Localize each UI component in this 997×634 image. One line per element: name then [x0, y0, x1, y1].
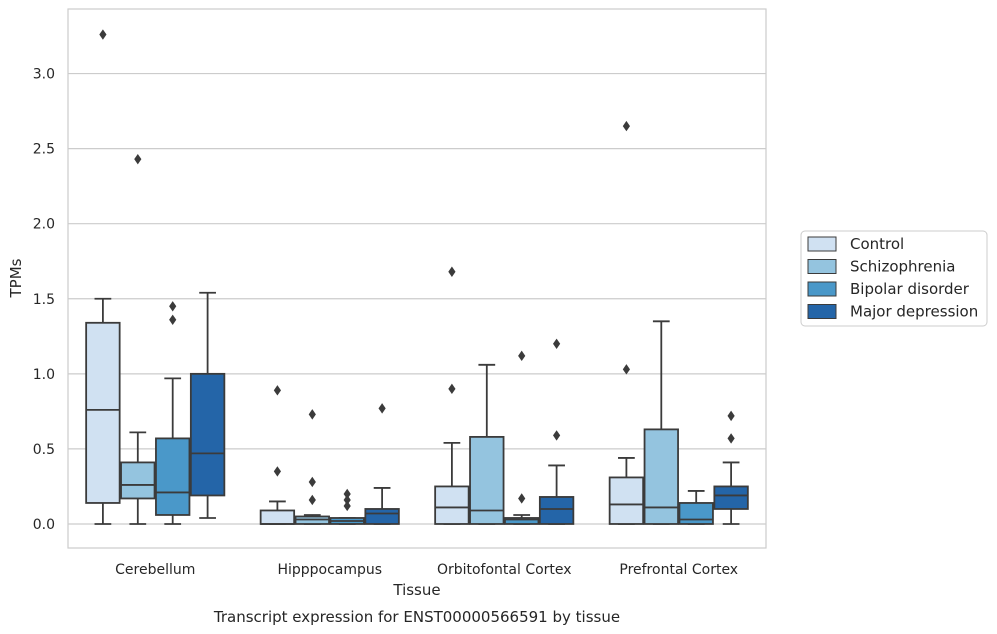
outlier-point: [727, 410, 735, 422]
outlier-point: [343, 500, 351, 512]
legend-swatch: [807, 259, 837, 274]
outlier-point: [518, 350, 526, 362]
box-group: [85, 29, 121, 525]
outlier-point: [134, 153, 142, 165]
legend-frame: [800, 230, 988, 327]
outlier-point: [99, 29, 107, 40]
box: [643, 428, 679, 525]
box: [120, 461, 156, 500]
box-group: [364, 403, 400, 525]
x-tick-labels: Cerebellum Hipppocampus Orbitofontal Corte…: [115, 562, 738, 578]
box: [538, 496, 575, 525]
legend-label: Control: [850, 235, 904, 253]
outlier-point: [169, 314, 177, 325]
outlier-point: [308, 476, 316, 488]
outlier-point: [448, 266, 456, 277]
box-group: [538, 338, 575, 525]
box-group: [120, 153, 156, 525]
y-tick-label: 3.0: [33, 67, 55, 83]
legend-label: Schizophrenia: [850, 258, 955, 276]
outlier-point: [378, 403, 386, 414]
outlier-point: [622, 364, 630, 375]
box-group: [504, 350, 540, 525]
outlier-point: [448, 383, 456, 395]
y-tick-label: 0.5: [33, 442, 55, 458]
x-tick-label: Hipppocampus: [277, 562, 382, 578]
box-group: [608, 120, 645, 525]
y-tick-label: 0.0: [33, 517, 55, 533]
legend-swatch: [807, 281, 837, 297]
legend: Control Schizophrenia Bipolar disorder Majo…: [800, 230, 988, 327]
box: [189, 372, 226, 497]
x-axis-label: Tissue: [392, 581, 440, 599]
y-axis-label: TPMs: [7, 258, 25, 298]
box: [678, 502, 714, 525]
outlier-point: [622, 120, 630, 132]
outlier-point: [343, 488, 351, 500]
box: [434, 485, 470, 525]
box-group: [329, 488, 365, 525]
outlier-point: [343, 494, 351, 506]
legend-swatch: [807, 304, 837, 319]
y-tick-labels: 0.0 0.5 1.0 1.5 2.0 2.5 3.0: [33, 67, 55, 533]
legend-label: Bipolar disorder: [850, 280, 970, 298]
outlier-point: [553, 430, 561, 441]
box-group: [259, 385, 296, 525]
legend-swatch: [807, 236, 837, 252]
x-tick-label: Orbitofontal Cortex: [437, 562, 572, 578]
box-group: [155, 301, 191, 525]
outlier-point: [553, 338, 561, 350]
box: [155, 437, 191, 516]
outlier-point: [308, 409, 316, 420]
box-group: [713, 410, 749, 525]
box: [504, 517, 540, 525]
outlier-point: [308, 494, 316, 506]
legend-label: Major depression: [850, 303, 978, 321]
outlier-point: [518, 493, 526, 504]
box: [85, 321, 121, 504]
boxes: [85, 29, 749, 525]
box-group: [294, 409, 330, 525]
y-tick-label: 2.0: [33, 217, 55, 233]
plot-frame: [67, 8, 767, 549]
box-group: [678, 490, 714, 525]
outlier-point: [273, 466, 281, 477]
y-tick-label: 2.5: [33, 142, 55, 158]
box: [364, 508, 400, 525]
outlier-point: [273, 385, 281, 396]
box-group: [469, 363, 505, 525]
outlier-point: [727, 433, 735, 444]
chart-caption: Transcript expression for ENST0000056659…: [213, 608, 620, 626]
box: [469, 435, 505, 525]
box-group: [434, 266, 470, 525]
y-tick-label: 1.5: [33, 292, 55, 308]
x-tick-label: Prefrontal Cortex: [619, 562, 738, 578]
box-group: [189, 291, 226, 519]
outlier-point: [169, 301, 177, 312]
x-tick-label: Cerebellum: [115, 562, 195, 578]
y-tick-label: 1.0: [33, 367, 55, 383]
box: [259, 509, 296, 525]
box: [713, 485, 749, 510]
box-group: [643, 320, 679, 525]
box: [608, 476, 645, 525]
